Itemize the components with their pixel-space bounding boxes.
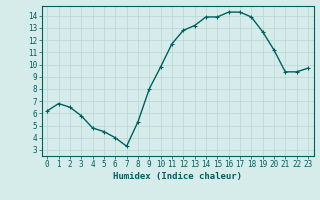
X-axis label: Humidex (Indice chaleur): Humidex (Indice chaleur) [113, 172, 242, 181]
